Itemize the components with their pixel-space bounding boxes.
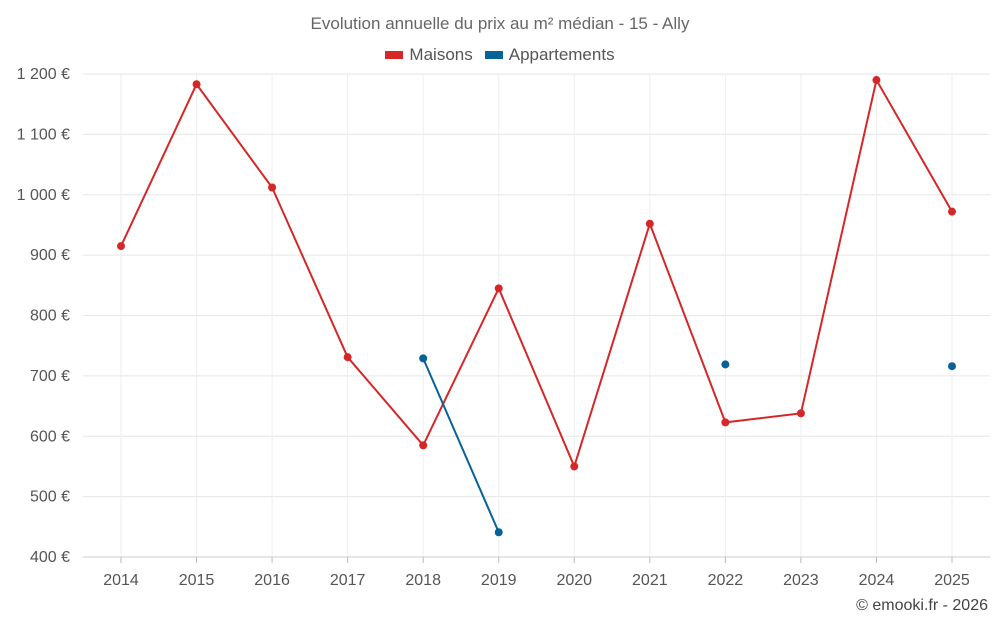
data-point-appartements[interactable]	[948, 362, 956, 371]
x-tick-label: 2014	[103, 572, 139, 589]
legend-item-appartements[interactable]: Appartements	[484, 45, 615, 65]
grid-lines	[83, 73, 990, 558]
chart-legend: Maisons Appartements	[0, 45, 1000, 65]
chart-title: Evolution annuelle du prix au m² médian …	[310, 14, 690, 33]
x-tick-label: 2023	[783, 572, 819, 589]
legend-label-maisons: Maisons	[409, 45, 473, 64]
axes: 400 € 500 € 600 € 700 € 800 € 900 € 1 000 € 1 1…	[17, 66, 990, 589]
x-tick-label: 2020	[556, 572, 592, 589]
data-point-maisons[interactable]	[117, 242, 125, 251]
credit-text: © emooki.fr - 2026	[856, 597, 988, 614]
data-point-maisons[interactable]	[570, 462, 579, 471]
x-tick-label: 2016	[254, 572, 290, 589]
data-point-maisons[interactable]	[796, 409, 805, 418]
x-tick-label: 2021	[632, 572, 668, 589]
x-tick-label: 2017	[330, 572, 366, 589]
x-tick-label: 2015	[179, 572, 215, 589]
x-tick-label: 2022	[708, 572, 744, 589]
y-tick-label: 1 200 €	[17, 66, 70, 83]
legend-item-maisons[interactable]: Maisons	[385, 45, 473, 65]
y-tick-label: 1 000 €	[17, 187, 70, 204]
y-tick-label: 900 €	[30, 247, 70, 264]
data-point-maisons[interactable]	[721, 418, 730, 427]
data-point-maisons[interactable]	[268, 183, 277, 192]
data-point-maisons[interactable]	[872, 76, 881, 85]
x-tick-label: 2024	[859, 572, 895, 589]
y-tick-label: 400 €	[30, 549, 70, 566]
x-tick-label: 2018	[405, 572, 441, 589]
data-point-appartements[interactable]	[494, 528, 503, 537]
y-tick-label: 600 €	[30, 428, 70, 445]
x-tick-label: 2025	[934, 572, 970, 589]
data-point-maisons[interactable]	[419, 441, 428, 450]
x-tick-label: 2019	[481, 572, 517, 589]
series-layer	[117, 76, 956, 537]
y-tick-label: 1 100 €	[17, 126, 70, 143]
legend-label-appartements: Appartements	[508, 45, 615, 64]
data-point-appartements[interactable]	[721, 360, 730, 369]
data-point-maisons[interactable]	[645, 219, 654, 228]
series-line-appartements	[422, 357, 500, 533]
y-tick-label: 700 €	[30, 368, 70, 385]
data-point-maisons[interactable]	[948, 207, 956, 216]
data-point-maisons[interactable]	[494, 284, 503, 293]
y-tick-label: 500 €	[30, 489, 70, 506]
legend-swatch-maisons	[385, 51, 404, 59]
data-point-maisons[interactable]	[192, 80, 201, 89]
series-line-maisons	[120, 77, 953, 470]
data-point-maisons[interactable]	[343, 353, 352, 362]
y-tick-label: 800 €	[30, 308, 70, 325]
data-point-appartements[interactable]	[419, 354, 428, 363]
legend-swatch-appartements	[484, 51, 503, 59]
